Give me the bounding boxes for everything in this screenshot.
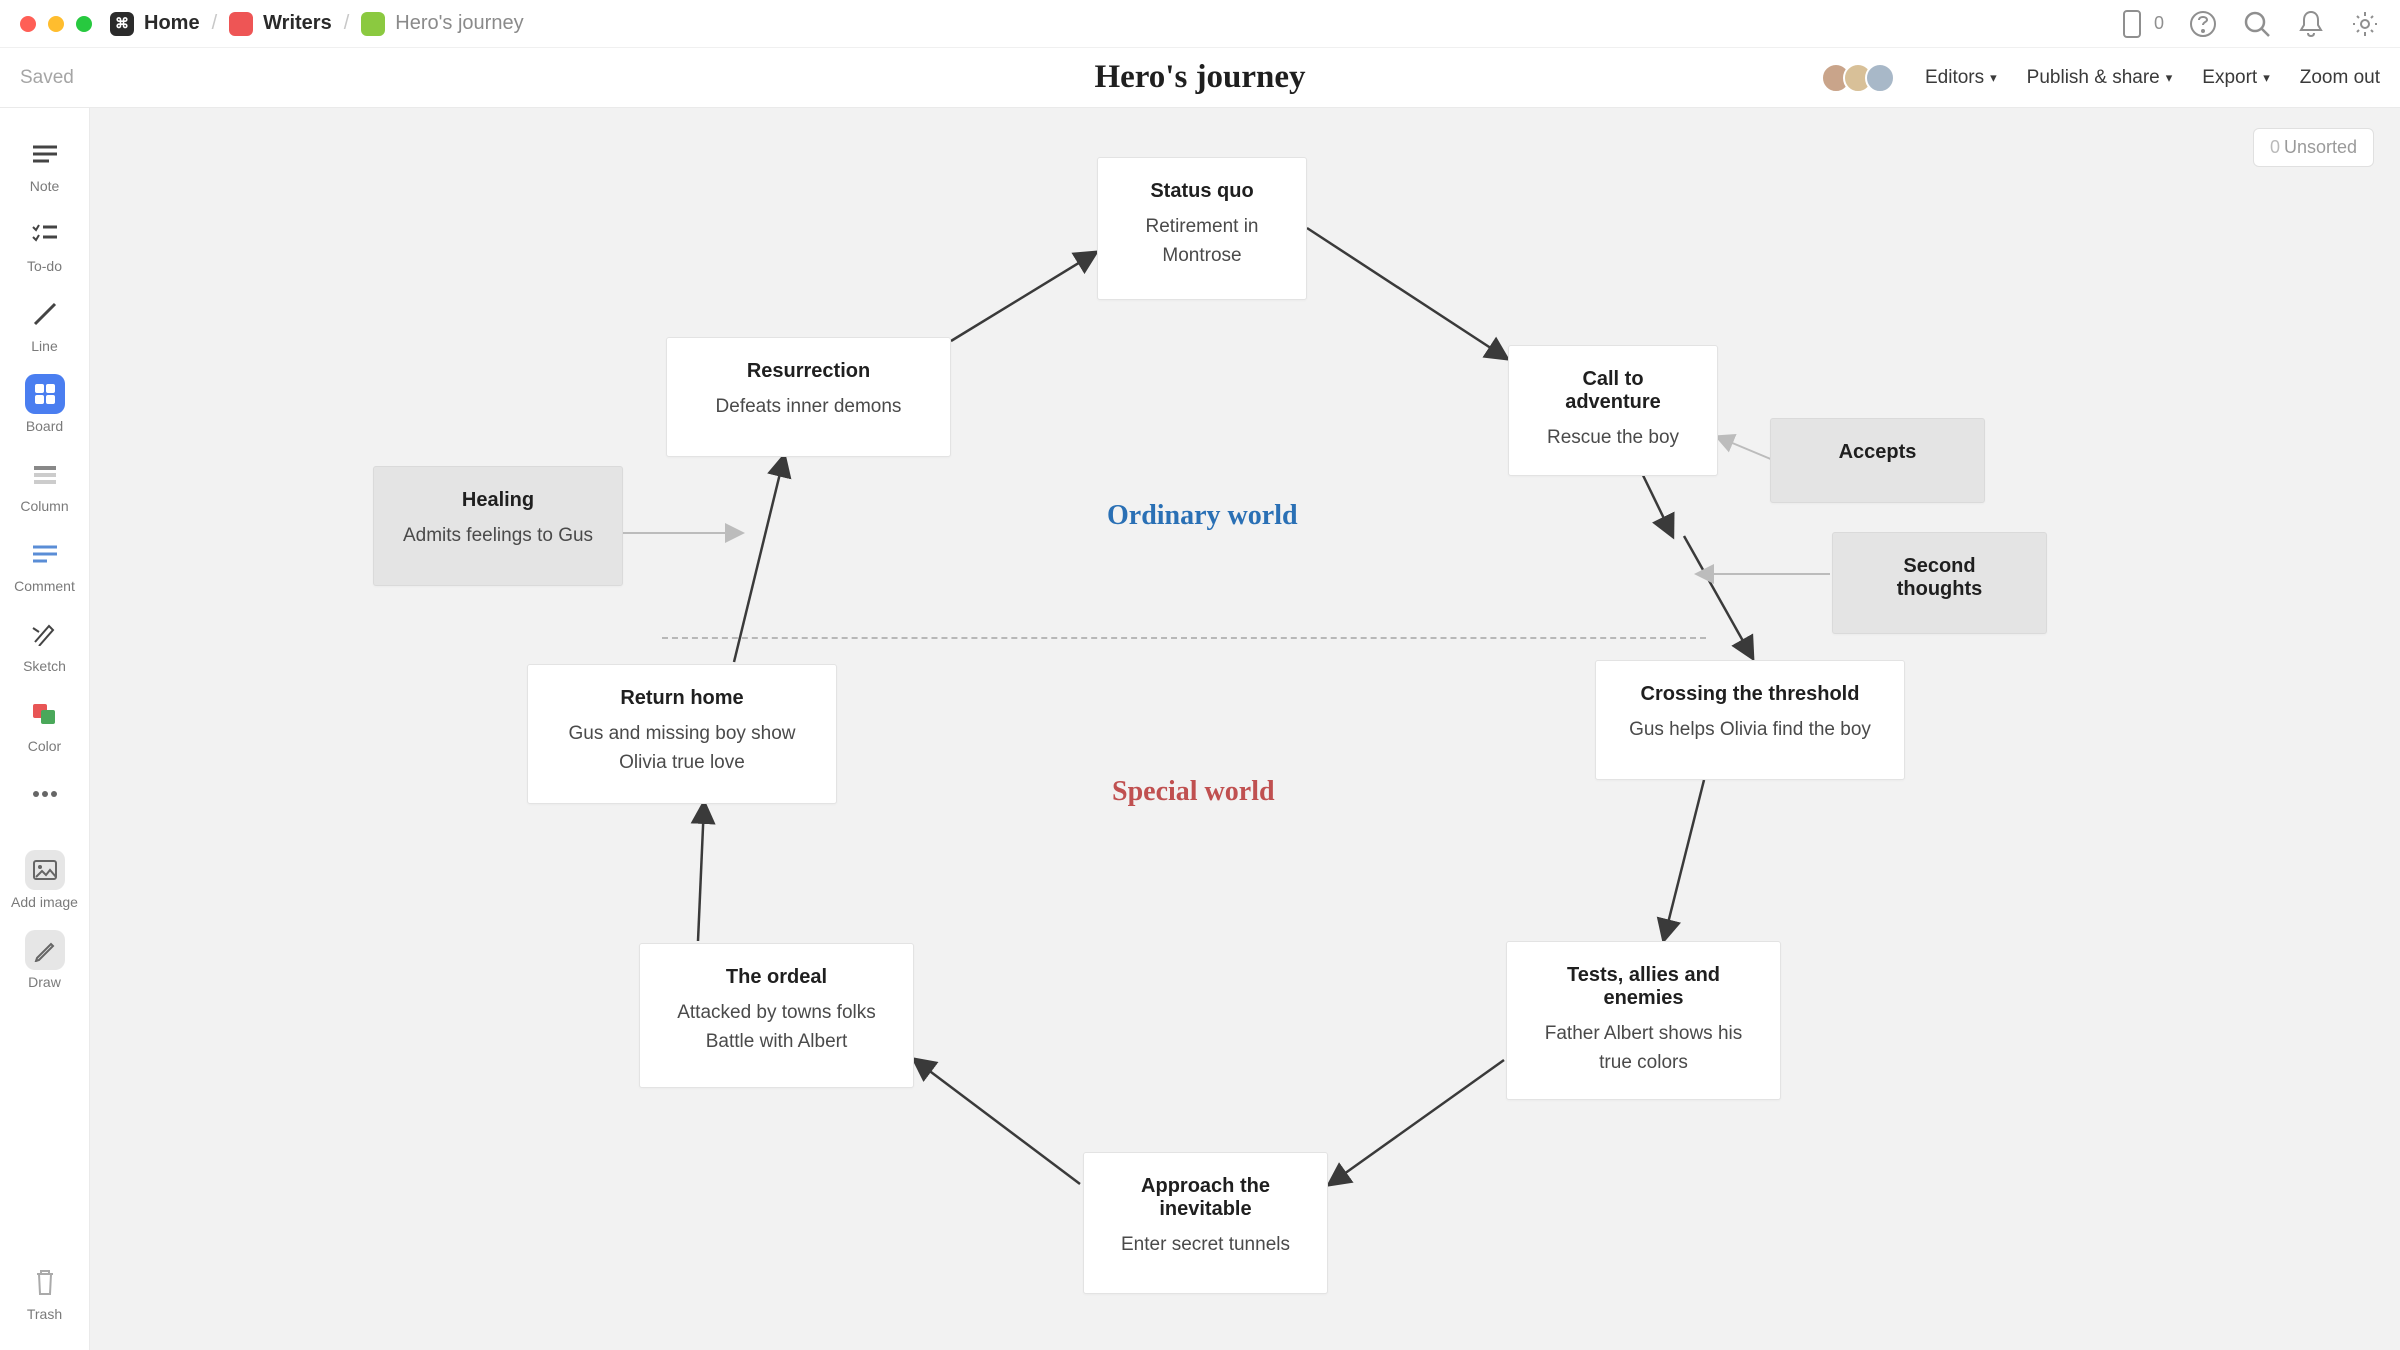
card-tests[interactable]: Tests, allies and enemies Father Albert s… <box>1506 941 1781 1100</box>
search-icon[interactable] <box>2242 9 2272 39</box>
card-resurrection[interactable]: Resurrection Defeats inner demons <box>666 337 951 457</box>
trash-tool[interactable]: Trash <box>0 1254 89 1330</box>
connector-arrow <box>1330 1060 1504 1184</box>
editors-menu[interactable]: Editors▾ <box>1925 67 1997 89</box>
todo-tool[interactable]: To-do <box>0 206 89 282</box>
card-call[interactable]: Call to adventure Rescue the boy <box>1508 345 1718 476</box>
note-tool[interactable]: Note <box>0 126 89 202</box>
card-approach[interactable]: Approach the inevitable Enter secret tunn… <box>1083 1152 1328 1294</box>
card-body: Attacked by towns folks Battle with Albe… <box>666 999 887 1056</box>
chevron-down-icon: ▾ <box>2263 70 2270 86</box>
avatar[interactable] <box>1865 63 1895 93</box>
sketch-tool[interactable]: Sketch <box>0 606 89 682</box>
ordinary-world-label: Ordinary world <box>1107 500 1298 532</box>
card-title: Return home <box>554 687 810 710</box>
gear-icon[interactable] <box>2350 9 2380 39</box>
world-divider <box>662 637 1706 639</box>
card-body: Defeats inner demons <box>693 393 924 422</box>
save-status: Saved <box>20 67 74 89</box>
document-header: Saved Hero's journey Editors▾ Publish & … <box>0 48 2400 108</box>
special-world-label: Special world <box>1112 776 1275 808</box>
publish-menu[interactable]: Publish & share▾ <box>2027 67 2173 89</box>
card-title: Approach the inevitable <box>1110 1175 1301 1221</box>
page-title[interactable]: Hero's journey <box>1094 59 1305 96</box>
breadcrumb-page: Hero's journey <box>395 12 523 35</box>
page-icon[interactable] <box>361 12 385 36</box>
connector-arrow <box>1664 780 1704 939</box>
minimize-window-button[interactable] <box>48 16 64 32</box>
card-body: Gus helps Olivia find the boy <box>1622 716 1878 745</box>
connector-arrow <box>698 804 704 941</box>
connector-arrow <box>951 253 1095 341</box>
header-actions: Editors▾ Publish & share▾ Export▾ Zoom o… <box>1821 63 2380 93</box>
draw-tool[interactable]: Draw <box>0 922 89 998</box>
maximize-window-button[interactable] <box>76 16 92 32</box>
card-accepts[interactable]: Accepts <box>1770 418 1985 503</box>
card-title: Crossing the threshold <box>1622 683 1878 706</box>
chevron-down-icon: ▾ <box>2166 70 2173 86</box>
card-title: Tests, allies and enemies <box>1533 964 1754 1010</box>
breadcrumb-separator: / <box>212 12 218 35</box>
card-body: Admits feelings to Gus <box>400 522 596 551</box>
card-body: Rescue the boy <box>1535 424 1691 453</box>
card-title: The ordeal <box>666 966 887 989</box>
card-title: Second thoughts <box>1859 555 2020 601</box>
card-title: Resurrection <box>693 360 924 383</box>
connector-arrow <box>915 1060 1080 1184</box>
card-title: Accepts <box>1797 441 1958 464</box>
help-icon[interactable] <box>2188 9 2218 39</box>
card-body: Retirement in Montrose <box>1124 213 1280 270</box>
card-title: Status quo <box>1124 180 1280 203</box>
collaborator-avatars[interactable] <box>1821 63 1895 93</box>
line-tool[interactable]: Line <box>0 286 89 362</box>
breadcrumb-home[interactable]: Home <box>144 12 200 35</box>
color-tool[interactable]: Color <box>0 686 89 762</box>
card-body: Enter secret tunnels <box>1110 1231 1301 1260</box>
breadcrumb-separator: / <box>344 12 350 35</box>
zoom-out-button[interactable]: Zoom out <box>2300 67 2380 89</box>
card-second[interactable]: Second thoughts <box>1832 532 2047 634</box>
chevron-down-icon: ▾ <box>1990 70 1997 86</box>
mobile-icon[interactable] <box>2118 9 2148 39</box>
card-return[interactable]: Return home Gus and missing boy show Oliv… <box>527 664 837 804</box>
home-icon[interactable]: ⌘ <box>110 12 134 36</box>
connector-arrow <box>734 457 784 662</box>
connector-arrow <box>1718 437 1773 460</box>
card-healing[interactable]: Healing Admits feelings to Gus <box>373 466 623 586</box>
window-controls <box>20 16 92 32</box>
unsorted-button[interactable]: 0Unsorted <box>2253 128 2374 167</box>
card-crossing[interactable]: Crossing the threshold Gus helps Olivia f… <box>1595 660 1905 780</box>
board-tool[interactable]: Board <box>0 366 89 442</box>
more-tool[interactable] <box>0 766 89 822</box>
export-menu[interactable]: Export▾ <box>2202 67 2269 89</box>
card-status_quo[interactable]: Status quo Retirement in Montrose <box>1097 157 1307 300</box>
topbar-actions: 0 <box>2118 9 2380 39</box>
window-titlebar: ⌘ Home / Writers / Hero's journey 0 <box>0 0 2400 48</box>
card-title: Call to adventure <box>1535 368 1691 414</box>
board-canvas[interactable]: 0Unsorted Ordinary world Special world S… <box>90 108 2400 1350</box>
comment-tool[interactable]: Comment <box>0 526 89 602</box>
column-tool[interactable]: Column <box>0 446 89 522</box>
card-ordeal[interactable]: The ordeal Attacked by towns folks Battle… <box>639 943 914 1088</box>
card-body: Father Albert shows his true colors <box>1533 1020 1754 1077</box>
connector-arrow <box>1307 228 1506 358</box>
card-body: Gus and missing boy show Olivia true lov… <box>554 720 810 777</box>
breadcrumb-section[interactable]: Writers <box>263 12 332 35</box>
tool-sidebar: Note To-do Line Board Column Comment Ske… <box>0 108 90 1350</box>
card-title: Healing <box>400 489 596 512</box>
close-window-button[interactable] <box>20 16 36 32</box>
section-icon[interactable] <box>229 12 253 36</box>
connector-arrow <box>1638 465 1672 535</box>
add-image-tool[interactable]: Add image <box>0 842 89 918</box>
bell-icon[interactable] <box>2296 9 2326 39</box>
mobile-count: 0 <box>2154 13 2164 34</box>
